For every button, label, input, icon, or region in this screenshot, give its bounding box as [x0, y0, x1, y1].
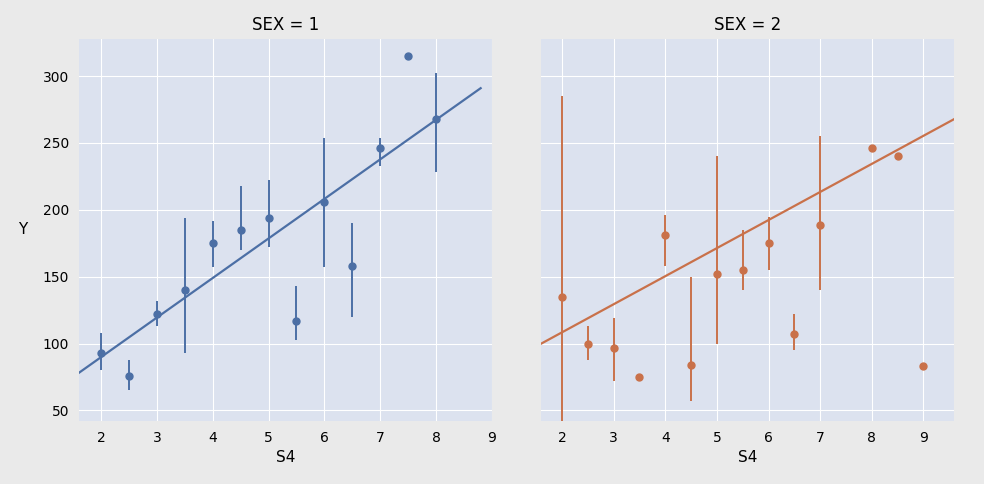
Y-axis label: Y: Y	[19, 223, 28, 237]
X-axis label: S4: S4	[276, 450, 295, 465]
X-axis label: S4: S4	[738, 450, 758, 465]
Title: SEX = 2: SEX = 2	[714, 16, 781, 34]
Title: SEX = 1: SEX = 1	[252, 16, 319, 34]
